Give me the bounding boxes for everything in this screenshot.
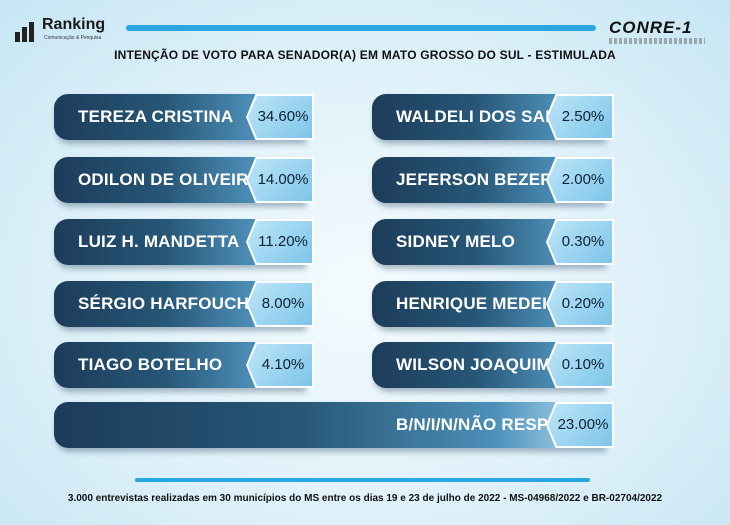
value-label: 11.20% xyxy=(258,233,308,250)
bar-label: JEFERSON BEZERRA xyxy=(396,170,578,189)
bottom-divider xyxy=(135,478,590,482)
value-badge: 23.00% xyxy=(546,402,614,448)
value-label: 0.10% xyxy=(561,356,605,373)
bar-waldeli-dos-santos: WALDELI DOS SANTOS 2.50% xyxy=(372,94,614,140)
value-label: 4.10% xyxy=(261,356,305,373)
bar-henrique-medeiros: HENRIQUE MEDEIROS 0.20% xyxy=(372,281,614,327)
bar-tereza-cristina: TEREZA CRISTINA 34.60% xyxy=(54,94,314,140)
value-label: 23.00% xyxy=(557,416,609,433)
bar-label: TEREZA CRISTINA xyxy=(78,107,234,126)
bar-label: SIDNEY MELO xyxy=(396,232,516,251)
conre-logo: CONRE-1 xyxy=(609,18,707,46)
bar-sergio-harfouche: SÉRGIO HARFOUCHE 8.00% xyxy=(54,281,314,327)
value-label: 34.60% xyxy=(257,108,309,125)
value-label: 8.00% xyxy=(261,295,305,312)
bar-label: B/N/I/N/NÃO RESP. xyxy=(396,415,552,434)
bar-label: WALDELI DOS SANTOS xyxy=(396,107,593,126)
value-badge: 0.20% xyxy=(546,281,614,327)
chart-title: INTENÇÃO DE VOTO PARA SENADOR(A) EM MATO… xyxy=(114,48,616,62)
bar-label: HENRIQUE MEDEIROS xyxy=(396,294,585,313)
value-badge: 8.00% xyxy=(246,281,314,327)
value-badge: 0.30% xyxy=(546,219,614,265)
value-badge: 0.10% xyxy=(546,342,614,388)
bar-jeferson-bezerra: JEFERSON BEZERRA 2.00% xyxy=(372,157,614,203)
bar-b-n-i-n-nao-resp: B/N/I/N/NÃO RESP. 23.00% xyxy=(54,402,614,448)
value-label: 0.30% xyxy=(561,233,605,250)
footer-note: 3.000 entrevistas realizadas em 30 munic… xyxy=(67,493,663,504)
value-label: 14.00% xyxy=(257,171,309,188)
conre-fine-print-decoration xyxy=(609,38,705,44)
bar-label: LUIZ H. MANDETTA xyxy=(78,232,240,251)
value-badge: 11.20% xyxy=(246,219,314,265)
ranking-brand-name: Ranking xyxy=(42,16,106,33)
bar-odilon-de-oliveira: ODILON DE OLIVEIRA 14.00% xyxy=(54,157,314,203)
value-label: 2.50% xyxy=(561,108,605,125)
bar-luiz-h-mandetta: LUIZ H. MANDETTA 11.20% xyxy=(54,219,314,265)
value-badge: 2.50% xyxy=(546,94,614,140)
value-badge: 4.10% xyxy=(246,342,314,388)
ranking-logo: Ranking Comunicação & Pesquisa xyxy=(14,14,114,44)
top-divider xyxy=(126,25,596,31)
value-badge: 34.60% xyxy=(246,94,314,140)
value-badge: 2.00% xyxy=(546,157,614,203)
bar-wilson-joaquim: WILSON JOAQUIM 0.10% xyxy=(372,342,614,388)
bar-tiago-botelho: TIAGO BOTELHO 4.10% xyxy=(54,342,314,388)
conre-brand-name: CONRE-1 xyxy=(609,18,693,37)
ranking-tagline: Comunicação & Pesquisa xyxy=(44,35,102,41)
value-badge: 14.00% xyxy=(246,157,314,203)
bar-chart-icon xyxy=(15,22,34,42)
bar-sidney-melo: SIDNEY MELO 0.30% xyxy=(372,219,614,265)
bar-label: WILSON JOAQUIM xyxy=(396,355,551,374)
bar-label: SÉRGIO HARFOUCHE xyxy=(78,294,261,313)
value-label: 2.00% xyxy=(561,171,605,188)
bar-label: TIAGO BOTELHO xyxy=(78,355,223,374)
value-label: 0.20% xyxy=(561,295,605,312)
bar-label: ODILON DE OLIVEIRA xyxy=(78,170,262,189)
